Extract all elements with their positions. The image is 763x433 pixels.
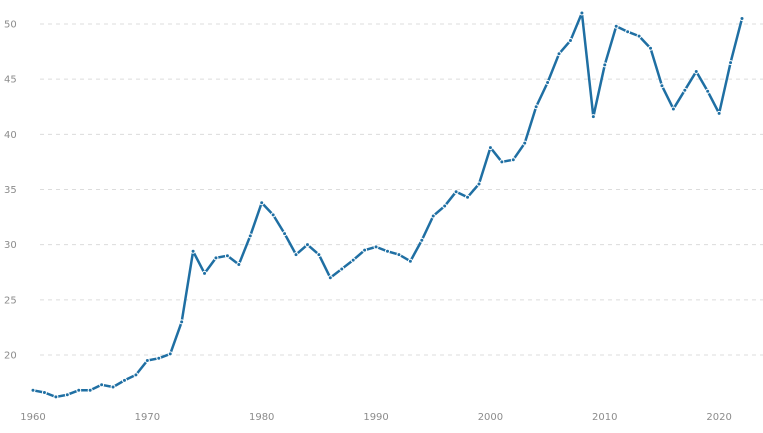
data-point	[202, 270, 208, 276]
data-point	[339, 266, 345, 272]
y-tick-label: 20	[4, 351, 17, 362]
data-point	[350, 257, 356, 263]
data-point	[110, 384, 116, 390]
data-point	[190, 248, 196, 254]
data-point	[121, 377, 127, 383]
data-point	[545, 79, 551, 85]
data-point	[87, 387, 93, 393]
data-point	[693, 68, 699, 74]
data-point	[728, 60, 734, 66]
y-tick-label: 30	[4, 240, 17, 251]
data-point	[613, 23, 619, 29]
data-point	[76, 387, 82, 393]
x-axis-ticks: 1960 1970 1980 1990 2000 2010 2020	[20, 412, 732, 423]
data-point	[670, 106, 676, 112]
data-point	[99, 382, 105, 388]
data-point	[30, 387, 36, 393]
data-points	[30, 10, 745, 400]
data-point	[156, 355, 162, 361]
data-point	[533, 104, 539, 110]
data-point	[396, 252, 402, 258]
data-point	[362, 247, 368, 253]
data-point	[602, 62, 608, 68]
data-point	[316, 252, 322, 258]
data-point	[247, 233, 253, 239]
data-point	[659, 83, 665, 89]
data-point	[716, 110, 722, 116]
data-point	[590, 114, 596, 120]
x-tick-label: 1960	[20, 412, 45, 423]
x-tick-label: 2000	[478, 412, 503, 423]
y-axis-ticks: 20 25 30 35 40 45 50	[4, 20, 17, 362]
data-point	[270, 212, 276, 218]
data-point	[385, 248, 390, 254]
data-point	[236, 262, 242, 268]
data-point	[453, 189, 459, 195]
x-tick-label: 2020	[706, 412, 731, 423]
y-tick-label: 25	[4, 295, 17, 306]
data-point	[579, 10, 585, 16]
y-tick-label: 40	[4, 130, 17, 141]
y-tick-label: 50	[4, 20, 17, 31]
data-point	[224, 253, 230, 259]
data-point	[636, 33, 642, 39]
data-point	[41, 390, 47, 396]
data-point	[522, 140, 528, 146]
data-point	[510, 157, 516, 163]
data-point	[682, 87, 688, 93]
data-point	[567, 38, 573, 44]
data-point	[648, 45, 654, 51]
data-point	[556, 51, 562, 57]
data-point	[179, 319, 185, 325]
data-point	[465, 194, 471, 200]
data-point	[373, 244, 379, 250]
series-line	[31, 11, 744, 399]
x-tick-label: 1990	[363, 412, 388, 423]
data-point	[304, 242, 310, 248]
data-point	[430, 213, 436, 219]
data-point	[407, 258, 413, 264]
data-point	[53, 394, 59, 400]
data-point	[293, 252, 299, 258]
data-point	[327, 275, 333, 281]
data-point	[442, 203, 448, 209]
data-point	[64, 392, 70, 398]
data-point	[282, 231, 288, 237]
gridlines	[40, 23, 763, 356]
data-point	[487, 145, 493, 151]
data-point	[476, 181, 482, 187]
data-point	[705, 88, 711, 94]
x-tick-label: 1980	[249, 412, 274, 423]
data-point	[259, 200, 265, 206]
data-point	[133, 372, 139, 378]
y-tick-label: 45	[4, 75, 17, 86]
data-point	[739, 15, 745, 21]
x-tick-label: 1970	[135, 412, 160, 423]
data-point	[419, 237, 425, 243]
data-point	[213, 255, 219, 261]
data-point	[144, 358, 150, 364]
y-tick-label: 35	[4, 185, 17, 196]
data-point	[625, 29, 631, 35]
data-point	[167, 351, 173, 357]
data-point	[499, 159, 505, 165]
x-tick-label: 2010	[592, 412, 617, 423]
